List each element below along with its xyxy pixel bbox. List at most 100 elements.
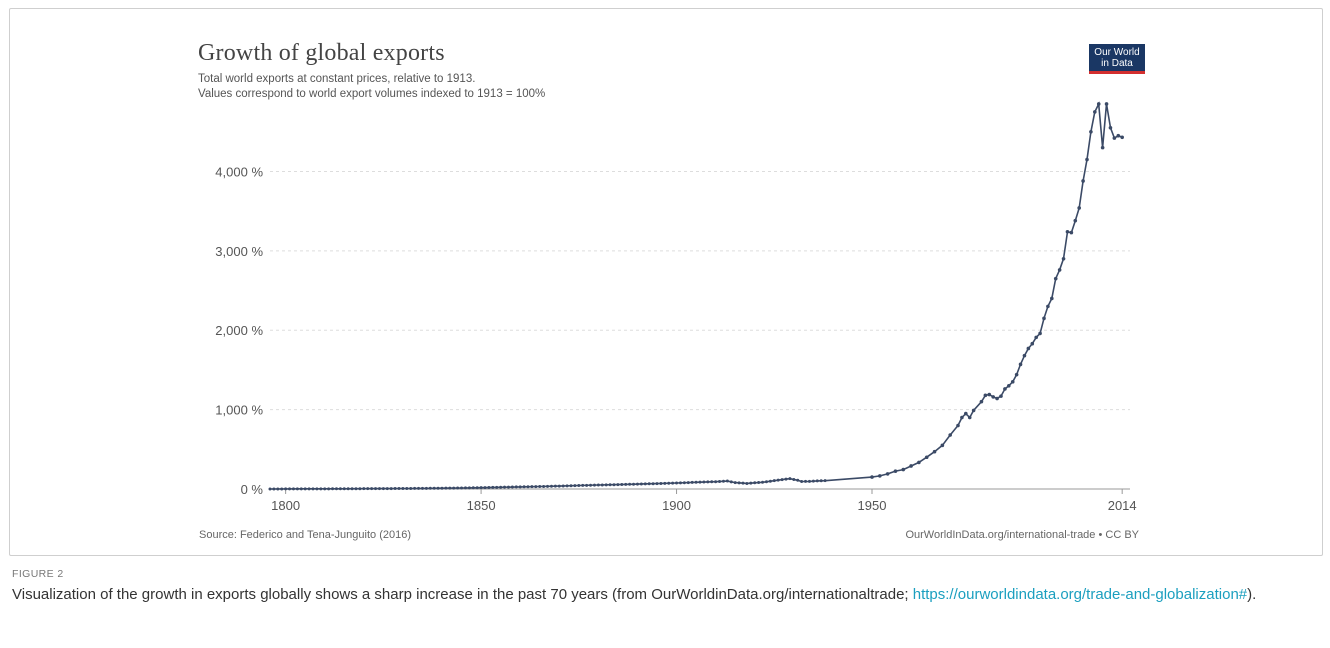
data-point (409, 486, 413, 490)
data-point (616, 483, 620, 487)
data-point (483, 486, 487, 490)
data-point (796, 478, 800, 482)
data-point (698, 480, 702, 484)
data-point (518, 485, 522, 489)
our-world-in-data-logo[interactable]: Our World in Data (1089, 44, 1145, 74)
data-point (1007, 383, 1011, 388)
data-point (405, 486, 409, 490)
data-point (370, 487, 374, 491)
data-point (460, 486, 464, 490)
chart-frame (9, 8, 1323, 556)
data-point (569, 484, 573, 488)
data-point (647, 482, 651, 486)
data-point (366, 487, 370, 491)
data-point (288, 487, 292, 491)
data-point (428, 486, 432, 490)
data-point (377, 487, 381, 491)
data-point (1018, 362, 1023, 367)
data-point (995, 396, 999, 401)
data-point (639, 482, 643, 486)
data-point (924, 455, 929, 460)
data-point (417, 486, 421, 490)
license-note[interactable]: OurWorldInData.org/international-trade •… (905, 529, 1139, 541)
data-point (909, 464, 913, 468)
data-point (823, 479, 827, 483)
data-point (424, 486, 428, 490)
data-point (694, 480, 698, 484)
chart-subtitle: Total world exports at constant prices, … (198, 72, 545, 102)
data-point (467, 486, 471, 490)
figure-text: Visualization of the growth in exports g… (12, 584, 1312, 605)
data-point (800, 479, 804, 483)
data-point (573, 484, 577, 488)
data-point (632, 482, 636, 486)
data-point (1093, 110, 1097, 114)
y-tick-label: 4,000 % (215, 164, 263, 179)
data-point (420, 486, 424, 490)
figure-caption: FIGURE 2 Visualization of the growth in … (12, 568, 1312, 605)
data-point (362, 487, 366, 491)
data-point (667, 481, 671, 485)
data-point (276, 487, 280, 491)
data-point (1046, 304, 1050, 309)
data-point (983, 393, 988, 398)
data-point (932, 449, 937, 454)
data-point (772, 479, 776, 483)
data-point (1069, 230, 1074, 235)
data-point (331, 487, 335, 491)
data-point (327, 487, 331, 491)
data-point (506, 485, 510, 489)
data-point (893, 469, 898, 473)
data-point (792, 477, 796, 481)
data-point (710, 480, 714, 484)
data-point (776, 478, 780, 482)
data-point (991, 395, 995, 399)
data-point (1100, 145, 1105, 150)
data-point (1038, 331, 1042, 336)
data-point (733, 481, 737, 485)
data-point (811, 479, 815, 483)
data-point (534, 485, 538, 489)
data-point (917, 460, 921, 465)
data-point (1085, 157, 1089, 162)
data-point (432, 486, 436, 490)
data-point (284, 487, 288, 491)
data-point (291, 487, 295, 491)
data-point (557, 484, 561, 488)
data-point (577, 484, 581, 488)
data-point (807, 479, 811, 483)
data-point (397, 487, 401, 491)
data-point (553, 484, 557, 488)
data-point (592, 483, 596, 487)
data-point (741, 481, 745, 485)
data-point (608, 483, 612, 487)
data-point (268, 487, 272, 491)
data-point (530, 485, 534, 489)
data-point (745, 481, 749, 485)
x-tick-label: 1900 (662, 498, 691, 513)
data-point (479, 486, 483, 490)
data-point (1061, 256, 1066, 261)
data-point (346, 487, 350, 491)
data-point (999, 394, 1003, 398)
data-point (675, 481, 679, 485)
data-point (655, 482, 659, 486)
data-point (1010, 380, 1015, 384)
data-point (463, 486, 467, 490)
data-point (1116, 133, 1121, 138)
data-point (1022, 353, 1027, 358)
data-point (948, 433, 952, 437)
data-point (721, 479, 725, 483)
data-point (1042, 316, 1046, 321)
data-point (612, 483, 616, 487)
data-point (663, 481, 667, 485)
data-point (901, 467, 906, 472)
data-point (585, 483, 589, 487)
x-tick-label: 1800 (271, 498, 300, 513)
caption-link[interactable]: https://ourworldindata.org/trade-and-glo… (912, 586, 1248, 603)
data-point (761, 480, 765, 484)
data-point (487, 485, 491, 489)
data-point (702, 480, 706, 484)
data-point (635, 482, 639, 486)
